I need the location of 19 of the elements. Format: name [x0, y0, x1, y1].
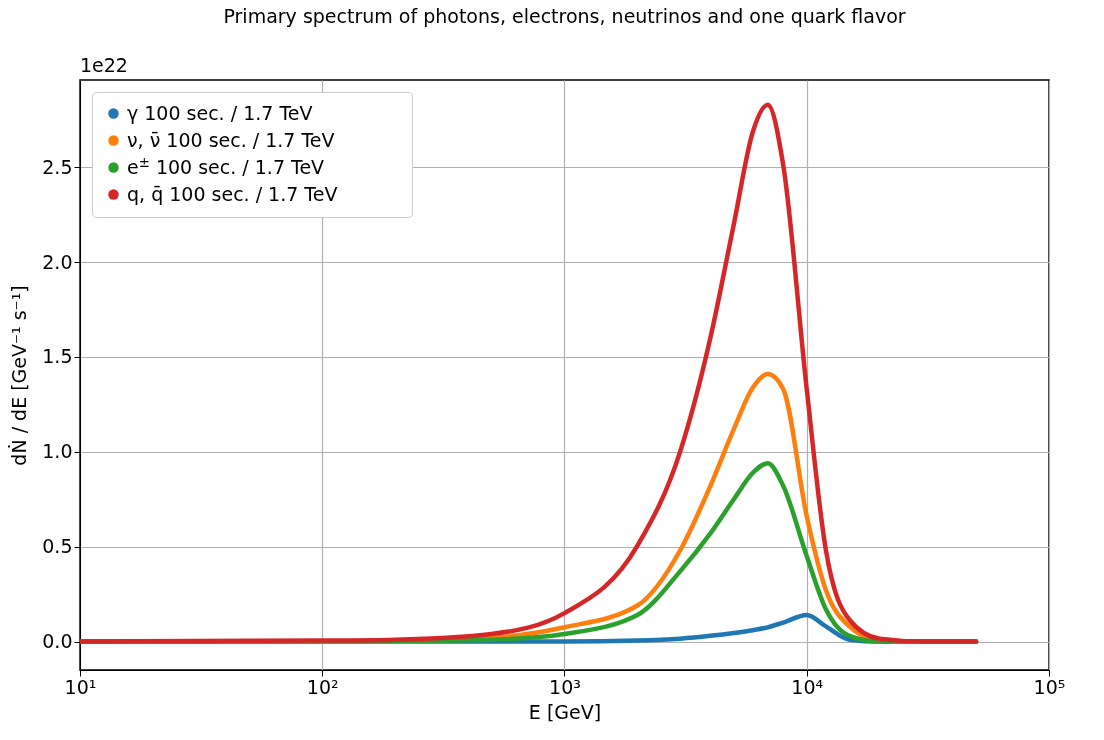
y-tick-label: 0.0 [42, 630, 73, 653]
x-tick-label: 10⁴ [791, 675, 824, 698]
x-axis-title: E [GeV] [528, 700, 602, 723]
y-tick-label: 2.5 [42, 155, 73, 178]
legend-label: q, q̄ 100 sec. / 1.7 TeV [127, 182, 338, 205]
x-tick-label: 10³ [549, 675, 581, 698]
legend-label: γ 100 sec. / 1.7 TeV [127, 101, 313, 124]
y-tick-label: 0.5 [42, 535, 73, 558]
legend-label: e$^{±}$ 100 sec. / 1.7 TeV [127, 154, 325, 178]
text: 1e22 [80, 54, 128, 76]
x-tick-label: 10⁵ [1033, 675, 1066, 698]
y-tick-label: 1.0 [42, 440, 73, 463]
y-tick-label: 1.5 [42, 345, 73, 368]
x-tick-label: 10² [306, 675, 339, 698]
y-tick-label: 2.0 [42, 250, 73, 273]
x-tick-label: 10¹ [64, 675, 97, 698]
chart-title: Primary spectrum of photons, electrons, neutrinos and one quark flavor [223, 5, 906, 27]
y-axis-title: dṄ / dE [GeV⁻¹ s⁻¹] [8, 285, 31, 466]
legend-label: ν, ν̄ 100 sec. / 1.7 TeV [127, 128, 335, 151]
